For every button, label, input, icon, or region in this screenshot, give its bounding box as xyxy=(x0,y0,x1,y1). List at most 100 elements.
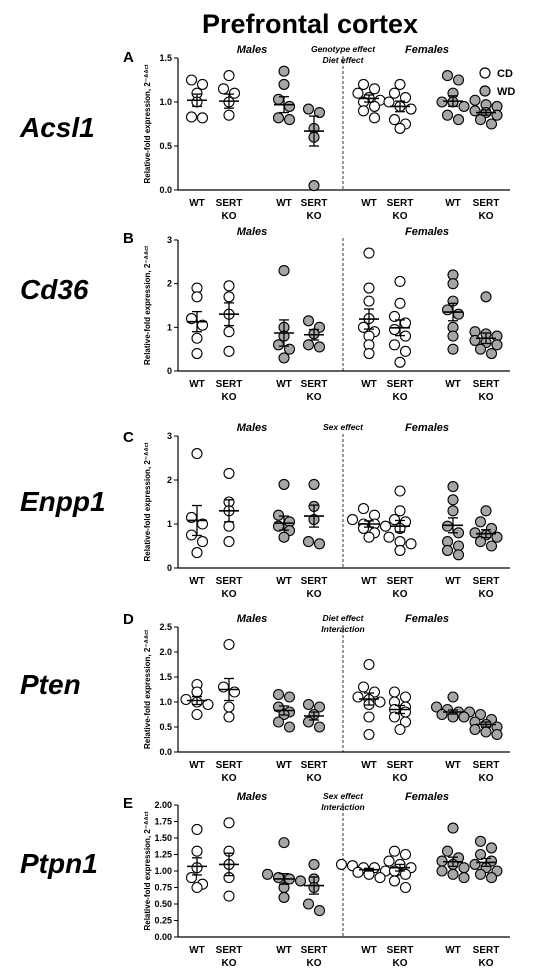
data-point xyxy=(491,728,503,741)
y-axis-label: Relative-fold expression, 2⁻ᐞᐞᶜᵗ xyxy=(143,246,152,365)
data-point xyxy=(394,275,406,288)
data-point xyxy=(302,315,315,327)
data-point xyxy=(272,688,285,701)
data-point xyxy=(308,180,320,192)
x-category-label: WT xyxy=(445,945,461,956)
x-category-label: WT xyxy=(276,576,292,587)
x-category-label: KO xyxy=(307,589,322,600)
y-tick-label: 1.00 xyxy=(154,866,172,876)
data-point xyxy=(474,868,487,880)
data-point xyxy=(283,100,296,112)
data-point xyxy=(436,96,448,108)
y-tick-label: 2 xyxy=(167,475,172,485)
group-label-males: Males xyxy=(237,613,268,625)
group-label-males: Males xyxy=(237,44,268,56)
x-category-label: SERT xyxy=(387,198,414,209)
data-point xyxy=(458,872,470,884)
x-category-label: WT xyxy=(189,945,205,956)
y-axis-label: Relative-fold expression, 2⁻ᐞᐞᶜᵗ xyxy=(143,630,152,749)
data-point xyxy=(447,868,459,880)
data-point xyxy=(261,868,274,880)
data-point xyxy=(480,291,492,303)
y-axis-label: Relative-fold expression, 2⁻ᐞᐞᶜᵗ xyxy=(143,811,152,930)
data-point xyxy=(388,845,401,857)
data-point xyxy=(491,339,503,351)
x-category-label: WT xyxy=(189,379,205,390)
data-point xyxy=(399,716,412,728)
data-point xyxy=(278,891,290,903)
data-point xyxy=(302,339,315,351)
data-point xyxy=(368,100,381,112)
x-category-label: WT xyxy=(361,945,377,956)
data-point xyxy=(302,898,315,910)
x-category-label: SERT xyxy=(216,198,243,209)
x-category-label: KO xyxy=(222,211,237,222)
data-point xyxy=(302,716,315,728)
data-point xyxy=(379,520,392,532)
group-label-females: Females xyxy=(405,613,449,625)
x-category-label: SERT xyxy=(387,760,414,771)
data-point xyxy=(223,70,235,82)
x-category-label: SERT xyxy=(473,379,500,390)
data-point xyxy=(272,339,285,351)
x-category-label: KO xyxy=(222,958,237,969)
y-tick-label: 1.50 xyxy=(154,833,172,843)
data-point xyxy=(447,481,459,493)
x-category-label: KO xyxy=(479,773,494,784)
data-point xyxy=(363,658,375,671)
x-category-label: WT xyxy=(276,760,292,771)
data-point xyxy=(405,538,417,550)
data-point xyxy=(180,693,192,706)
gene-name: Acsl1 xyxy=(19,112,95,143)
gene-name: Pten xyxy=(20,669,81,700)
data-point xyxy=(278,837,290,849)
data-point xyxy=(469,334,481,346)
data-point xyxy=(223,291,235,303)
data-point xyxy=(278,78,290,90)
data-point xyxy=(394,297,406,309)
data-point xyxy=(357,321,370,333)
data-point xyxy=(368,112,381,124)
data-point xyxy=(223,109,235,121)
data-point xyxy=(474,516,487,528)
effect-annotation: Sex effect xyxy=(323,791,364,801)
data-point xyxy=(283,721,296,733)
data-point xyxy=(308,858,320,870)
data-point xyxy=(357,105,370,117)
data-point xyxy=(313,721,326,733)
y-axis-label: Relative-fold expression, 2⁻ᐞᐞᶜᵗ xyxy=(143,64,152,183)
data-point xyxy=(352,866,364,878)
data-point xyxy=(469,858,481,870)
data-point xyxy=(223,280,235,292)
data-point xyxy=(441,70,454,82)
x-category-label: WT xyxy=(361,198,377,209)
x-category-label: KO xyxy=(393,958,408,969)
x-category-label: KO xyxy=(479,589,494,600)
data-point xyxy=(196,78,209,90)
data-point xyxy=(223,345,235,357)
data-point xyxy=(388,114,401,126)
data-point xyxy=(485,540,498,552)
data-point xyxy=(202,698,214,711)
data-point xyxy=(447,691,459,703)
data-point xyxy=(223,817,235,829)
legend-marker-wd xyxy=(479,85,491,97)
data-point xyxy=(223,701,235,713)
data-point xyxy=(352,691,364,703)
x-category-label: WT xyxy=(445,576,461,587)
x-category-label: SERT xyxy=(216,945,243,956)
data-point xyxy=(346,514,359,526)
y-tick-label: 2.00 xyxy=(154,800,172,810)
data-point xyxy=(191,291,203,303)
data-point xyxy=(474,536,487,548)
x-category-label: SERT xyxy=(473,576,500,587)
data-point xyxy=(399,848,412,861)
data-point xyxy=(191,686,203,698)
effect-annotation: Diet effect xyxy=(323,613,365,623)
data-point xyxy=(441,109,454,121)
data-point xyxy=(458,711,470,723)
x-category-label: SERT xyxy=(301,198,328,209)
x-category-label: KO xyxy=(479,211,494,222)
x-category-label: SERT xyxy=(301,379,328,390)
data-point xyxy=(388,310,401,322)
